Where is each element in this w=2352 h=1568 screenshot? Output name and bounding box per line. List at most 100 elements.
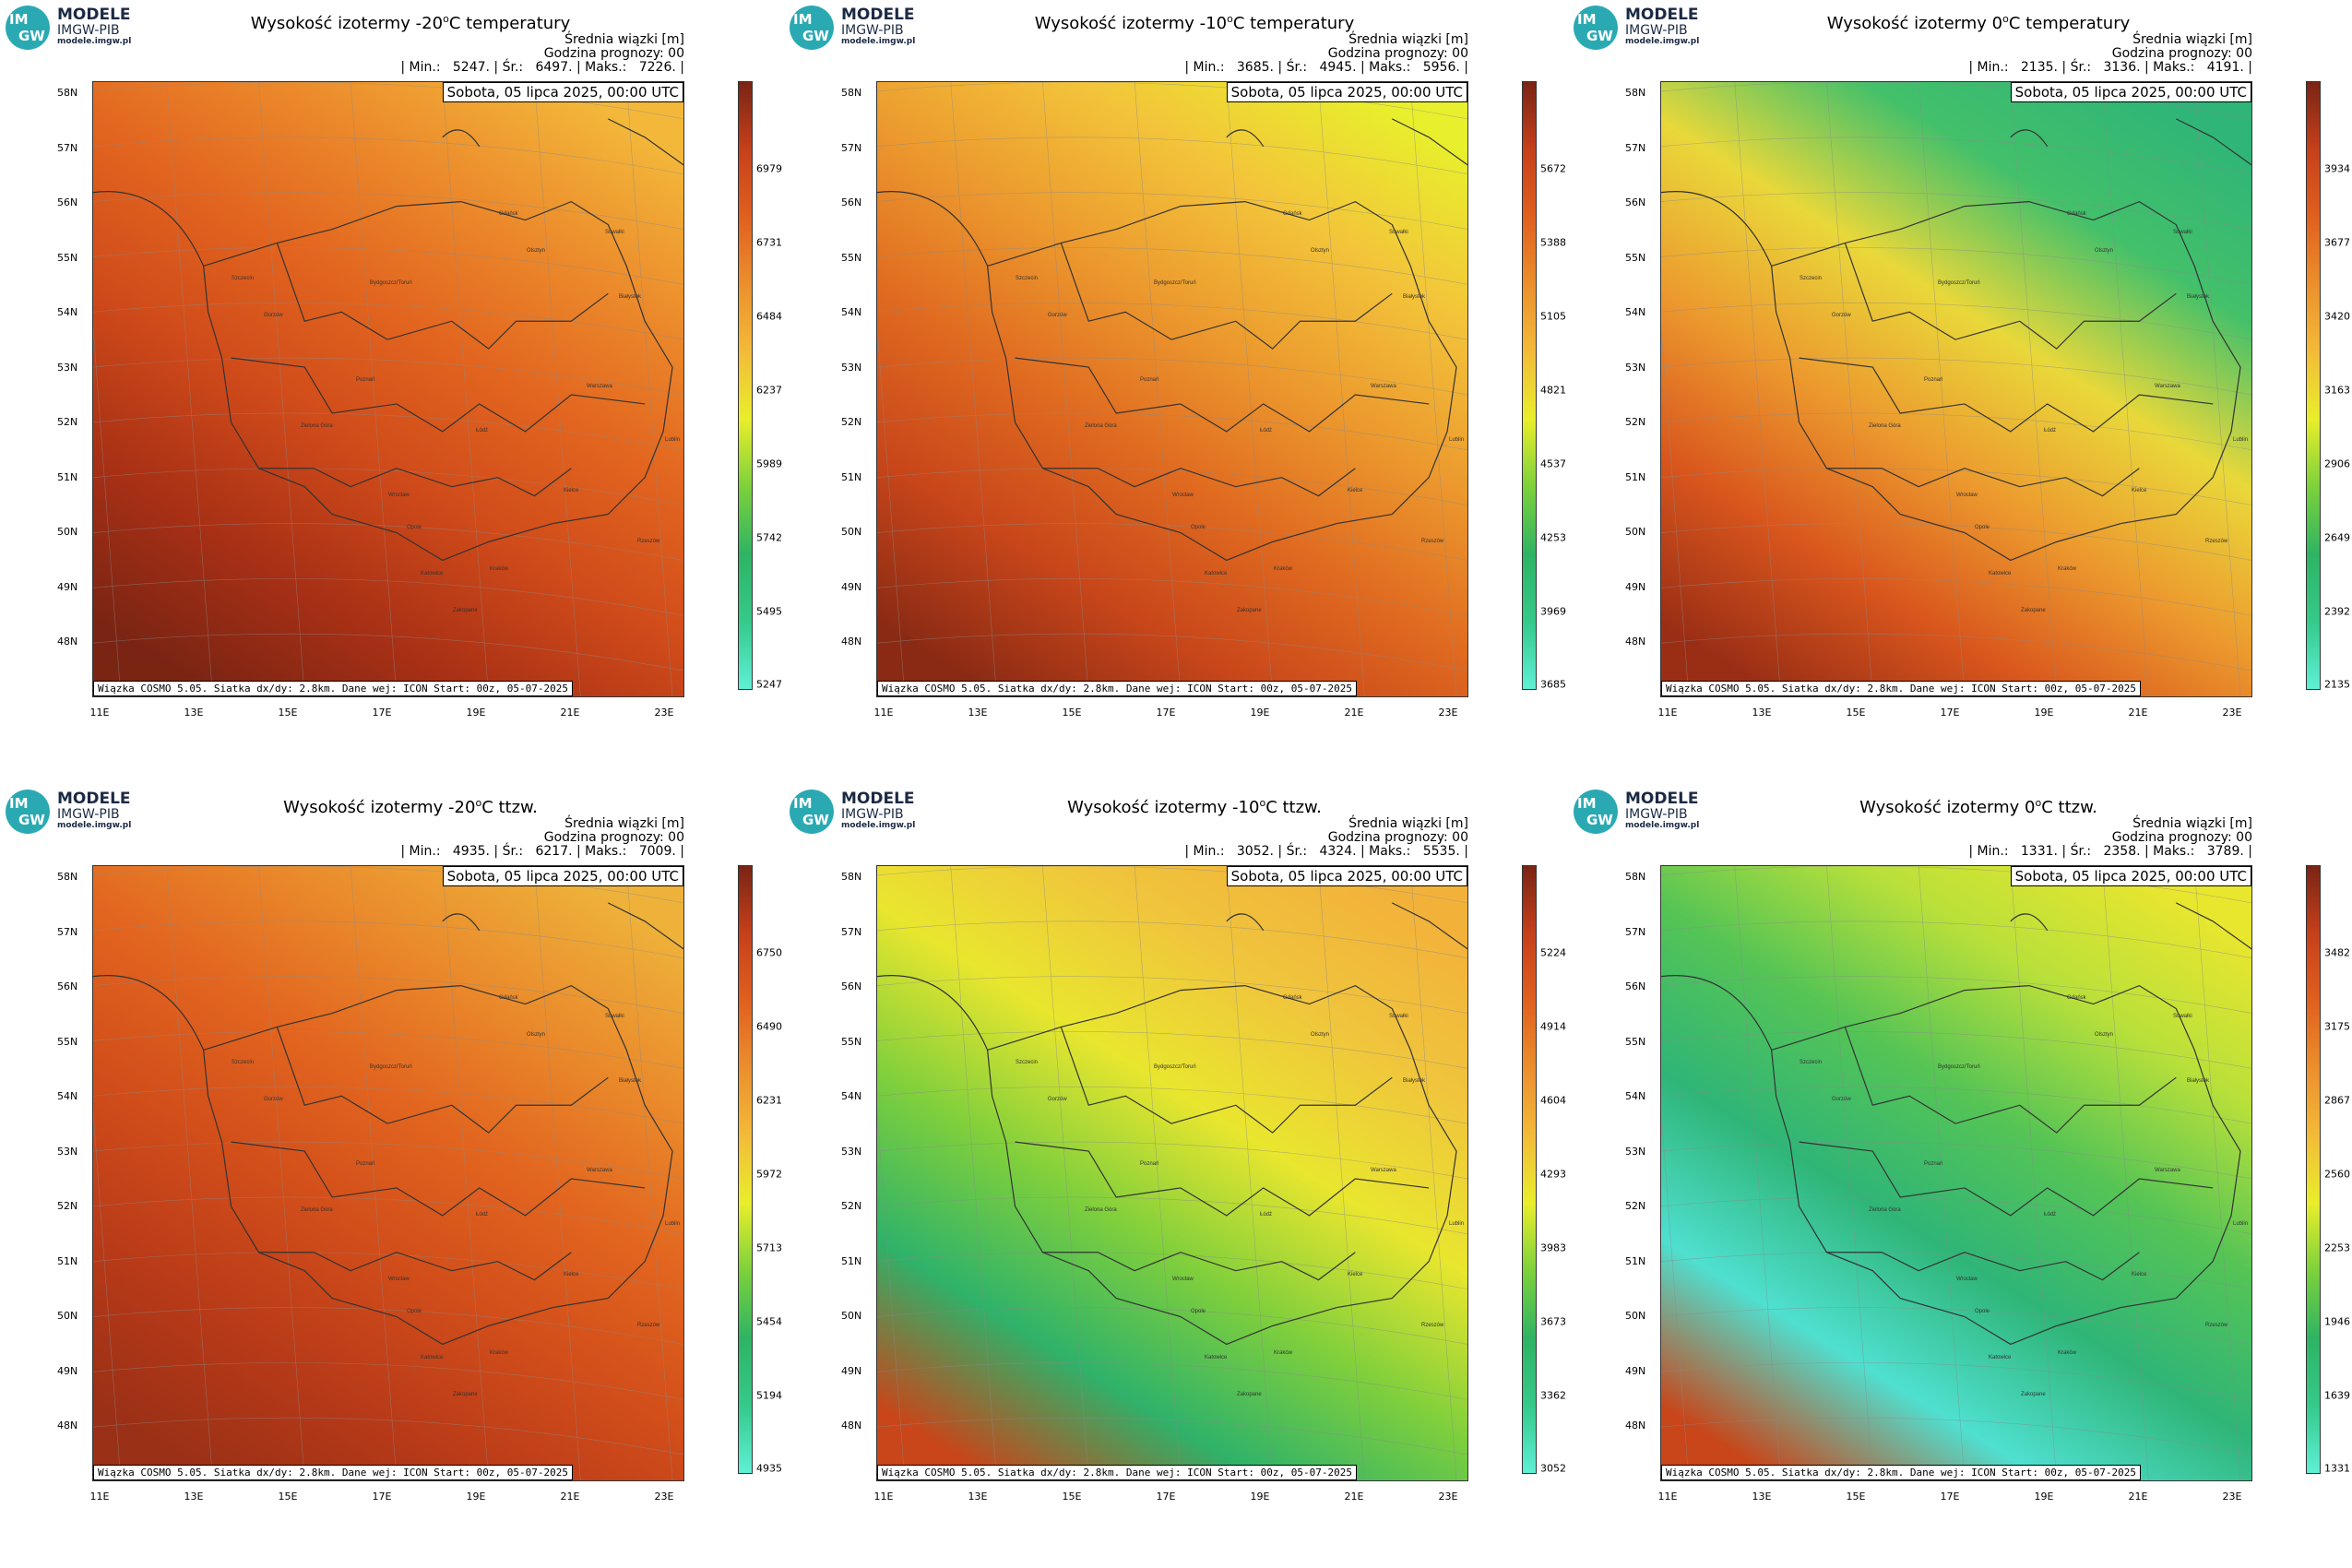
imgw-logo: IM GW MODELE IMGW-PIB modele.imgw.pl (1574, 6, 1740, 50)
city-label: Zakopane (1237, 608, 1262, 613)
panel-title: Wysokość izotermy -10oC temperatury (1034, 13, 1355, 33)
logo-line2: IMGW-PIB (57, 806, 120, 822)
colorbar-tick: 5388 (1540, 236, 1566, 249)
city-label: Kielce (1348, 1272, 1363, 1277)
latitude-label: 51N (841, 1254, 862, 1267)
colorbar-tick: 5972 (756, 1168, 782, 1181)
city-label: Kielce (2132, 1272, 2147, 1277)
model-footer: Wiązka COSMO 5.05. Siatka dx/dy: 2.8km. … (877, 681, 1357, 696)
date-box: Sobota, 05 lipca 2025, 00:00 UTC (442, 866, 683, 886)
latitude-label: 57N (57, 925, 78, 938)
colorbar-tick: 4604 (1540, 1094, 1566, 1107)
city-label: Łódź (2044, 428, 2057, 434)
city-label: Opole (407, 1309, 422, 1314)
colorbar-tick: 5224 (1540, 946, 1566, 959)
city-label: Zielona Góra (301, 1207, 333, 1213)
model-footer: Wiązka COSMO 5.05. Siatka dx/dy: 2.8km. … (1661, 1465, 2141, 1480)
city-label: Opole (1191, 1309, 1206, 1314)
city-label: Rzeszów (1421, 539, 1444, 544)
colorbar-tick: 3420 (2324, 310, 2350, 323)
city-label: Kraków (2058, 566, 2077, 572)
imgw-logo-icon: IM GW (6, 6, 50, 50)
latitude-label: 53N (841, 361, 862, 374)
city-label: Bydgoszcz/Toruń (1938, 1064, 1980, 1070)
colorbar-tick: 6484 (756, 310, 782, 323)
city-label: Rzeszów (637, 539, 660, 544)
latitude-label: 51N (841, 470, 862, 483)
longitude-label: 19E (2034, 1491, 2054, 1503)
latitude-label: 56N (57, 196, 78, 208)
latitude-label: 57N (57, 141, 78, 154)
map-panel: IM GW MODELE IMGW-PIB modele.imgw.pl Wys… (1568, 784, 2352, 1568)
latitude-label: 57N (1625, 141, 1646, 154)
latitude-label: 48N (841, 1420, 862, 1431)
model-footer: Wiązka COSMO 5.05. Siatka dx/dy: 2.8km. … (877, 1465, 1357, 1480)
colorbar-tick: 4935 (756, 1462, 782, 1475)
latitude-label: 52N (841, 1200, 862, 1212)
panel-meta: Średnia wiązki [m] Godzina prognozy: 00 … (1968, 33, 2252, 75)
longitude-label: 19E (1250, 707, 1270, 719)
panel-title: Wysokość izotermy 0oC ttzw. (1859, 797, 2097, 817)
city-label: Wrocław (1172, 1277, 1194, 1282)
latitude-label: 49N (1625, 580, 1646, 593)
logo-line2: IMGW-PIB (841, 22, 904, 38)
date-box: Sobota, 05 lipca 2025, 00:00 UTC (1226, 866, 1467, 886)
city-label: Łódź (1260, 428, 1273, 434)
colorbar-tick: 3685 (1540, 678, 1566, 691)
colorbar-tick: 6731 (756, 236, 782, 249)
city-label: Łódź (1260, 1212, 1273, 1218)
city-label: Wrocław (1956, 1277, 1978, 1282)
colorbar-tick: 3362 (1540, 1389, 1566, 1402)
city-label: Gorzów (1832, 1097, 1851, 1102)
logo-url: modele.imgw.pl (57, 820, 132, 830)
city-label: Kraków (490, 566, 509, 572)
city-label: Lublin (665, 437, 681, 443)
longitude-label: 23E (2222, 1491, 2242, 1503)
latitude-label: 51N (1625, 470, 1646, 483)
longitude-label: 15E (1846, 1491, 1866, 1503)
city-label: Białystok (619, 294, 642, 300)
latitude-label: 50N (1625, 526, 1646, 538)
colorbar-tick: 6979 (756, 162, 782, 175)
colorbar-tick: 1946 (2324, 1315, 2350, 1328)
field-map (877, 82, 1467, 696)
logo-url: modele.imgw.pl (841, 36, 916, 46)
colorbar-tick: 3175 (2324, 1020, 2350, 1033)
stats-line: | Min.: 3685. | Śr.: 4945. | Maks.: 5956… (1184, 60, 1468, 75)
city-label: Suwałki (1389, 230, 1408, 235)
map-area: Sobota, 05 lipca 2025, 00:00 UTC Wiązka … (876, 81, 1468, 697)
city-label: Zakopane (2021, 1392, 2046, 1397)
city-label: Łódź (476, 1212, 489, 1218)
longitude-label: 23E (654, 1491, 674, 1503)
city-label: Wrocław (1956, 493, 1978, 498)
longitude-label: 13E (184, 1491, 204, 1503)
city-label: Lublin (2233, 437, 2249, 443)
logo-line2: IMGW-PIB (57, 22, 120, 38)
imgw-logo-icon: IM GW (790, 790, 834, 834)
latitude-label: 52N (1625, 416, 1646, 428)
colorbar (1522, 865, 1537, 1474)
panel-title: Wysokość izotermy -20oC ttzw. (283, 797, 538, 817)
imgw-logo: IM GW MODELE IMGW-PIB modele.imgw.pl (790, 790, 956, 834)
city-label: Gdańsk (499, 995, 518, 1001)
colorbar (2306, 865, 2321, 1474)
panel-meta: Średnia wiązki [m] Godzina prognozy: 00 … (400, 817, 684, 859)
colorbar-tick: 5194 (756, 1389, 782, 1402)
longitude-label: 17E (372, 707, 392, 719)
city-label: Zakopane (453, 1392, 478, 1397)
latitude-label: 55N (57, 1035, 78, 1048)
model-footer: Wiązka COSMO 5.05. Siatka dx/dy: 2.8km. … (1661, 681, 2141, 696)
latitude-label: 51N (57, 470, 78, 483)
logo-line2: IMGW-PIB (1625, 22, 1688, 38)
city-label: Gorzów (264, 313, 283, 318)
colorbar-tick: 3673 (1540, 1315, 1566, 1328)
city-label: Lublin (665, 1221, 681, 1227)
latitude-label: 52N (1625, 1200, 1646, 1212)
colorbar-tick: 5247 (756, 678, 782, 691)
panel-meta: Średnia wiązki [m] Godzina prognozy: 00 … (1184, 817, 1468, 859)
colorbar-tick: 2135 (2324, 678, 2350, 691)
city-label: Gdańsk (2067, 211, 2086, 217)
colorbar-tick: 2392 (2324, 605, 2350, 618)
city-label: Kielce (564, 1272, 579, 1277)
city-label: Zielona Góra (1869, 423, 1901, 429)
